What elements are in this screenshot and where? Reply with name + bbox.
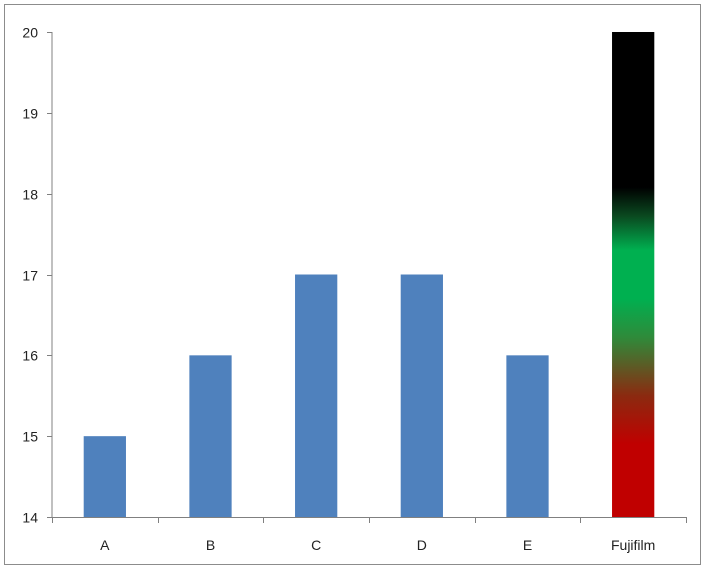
y-tick-label: 19: [22, 106, 38, 122]
bar-a: [83, 436, 126, 517]
x-tick-label: D: [417, 537, 427, 553]
x-tick-label: B: [206, 537, 215, 553]
bars: [83, 32, 655, 517]
y-tick-label: 16: [22, 348, 38, 364]
x-tick-label: A: [100, 537, 110, 553]
y-tick-label: 14: [22, 510, 38, 526]
x-axis: A B C D E Fujifilm: [52, 517, 687, 553]
y-tick-label: 18: [22, 187, 38, 203]
x-tick-label: C: [311, 537, 321, 553]
y-axis: 14 15 16 17 18 19 20: [22, 25, 53, 526]
bar-c: [295, 274, 338, 517]
bar-b: [189, 355, 232, 517]
bar-d: [400, 274, 443, 517]
y-tick-label: 17: [22, 268, 38, 284]
bar-fujifilm: [612, 32, 655, 517]
x-tick-label: E: [523, 537, 532, 553]
x-tick-label: Fujifilm: [611, 537, 655, 553]
bar-e: [506, 355, 549, 517]
y-tick-label: 15: [22, 429, 38, 445]
y-tick-label: 20: [22, 25, 38, 41]
